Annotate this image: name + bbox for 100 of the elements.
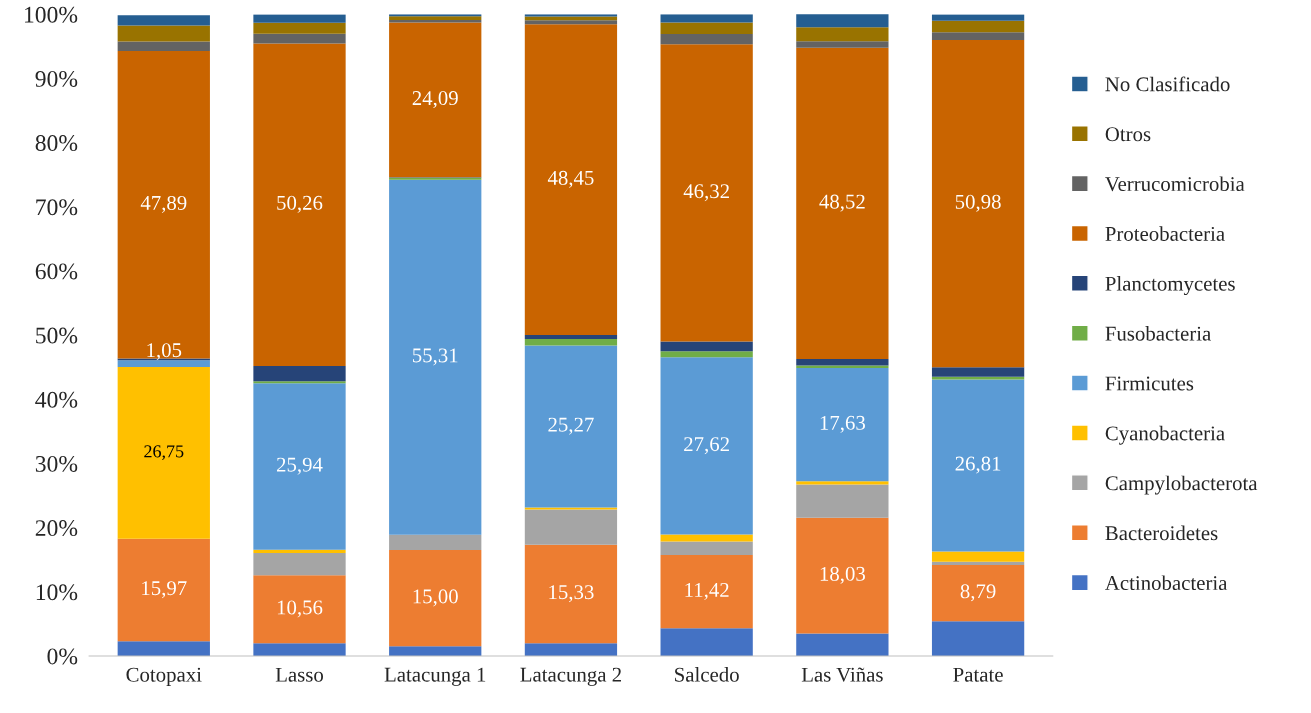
- bar: [796, 481, 889, 485]
- bar: [524, 24, 618, 336]
- bar: [796, 359, 889, 366]
- bar: [253, 643, 346, 656]
- data-label: 11,42: [685, 582, 729, 600]
- bar: [524, 345, 618, 508]
- legend-label: Otros: [1105, 127, 1151, 142]
- bar: [660, 34, 753, 45]
- legend-label: Proteobacteria: [1105, 226, 1225, 241]
- bar: [253, 383, 346, 550]
- bar: [389, 20, 482, 23]
- bar: [253, 365, 346, 382]
- bar: [931, 621, 1025, 656]
- y-tick-label: 10%: [36, 584, 78, 601]
- bar: [524, 338, 618, 346]
- bar: [253, 552, 346, 576]
- x-tick-label: Patate: [953, 667, 1003, 682]
- bar: [796, 368, 889, 482]
- data-label: 48,45: [547, 170, 594, 188]
- data-label: 46,32: [683, 184, 729, 202]
- bar: [117, 367, 210, 539]
- legend-label: Fusobacteria: [1105, 326, 1211, 341]
- bar: [253, 43, 346, 366]
- bar: [796, 14, 889, 28]
- data-label: 25,27: [548, 417, 594, 435]
- legend-label: No Clasificado: [1105, 76, 1230, 92]
- y-tick-label: 50%: [36, 327, 78, 344]
- bar: [931, 564, 1025, 622]
- data-label: 47,89: [140, 195, 187, 213]
- bar: [660, 351, 753, 358]
- x-tick-label: Cotopaxi: [126, 667, 202, 686]
- bar: [117, 41, 210, 52]
- bar: [117, 538, 210, 642]
- bar: [796, 47, 889, 360]
- bar: [253, 549, 346, 553]
- bar: [660, 357, 753, 535]
- data-label: 25,94: [276, 457, 323, 475]
- bar: [117, 25, 210, 42]
- bar: [524, 20, 618, 25]
- bar: [253, 33, 346, 44]
- bar: [660, 341, 753, 352]
- x-tick-label: Lasso: [275, 667, 324, 682]
- bar: [660, 44, 753, 342]
- y-tick-label: 90%: [35, 70, 78, 87]
- legend-label: Bacteroidetes: [1105, 525, 1218, 541]
- bar: [117, 15, 210, 26]
- bar: [117, 51, 210, 359]
- bar: [660, 22, 753, 35]
- data-label: 24,09: [412, 91, 458, 109]
- data-label: 17,63: [820, 415, 865, 433]
- bar: [253, 575, 346, 644]
- x-tick-label: Las Viñas: [801, 667, 883, 682]
- bar: [931, 32, 1025, 41]
- bar: [660, 555, 753, 629]
- bar: [931, 367, 1025, 377]
- data-label: 55,31: [413, 348, 458, 366]
- data-label: 18,03: [820, 566, 865, 584]
- data-label: 8,79: [960, 584, 996, 602]
- legend-label: Verrucomicrobia: [1105, 176, 1245, 192]
- bar: [389, 179, 482, 535]
- y-tick-label: 70%: [36, 199, 78, 216]
- x-tick-label: Latacunga 2: [520, 667, 621, 686]
- legend-label: Planctomycetes: [1105, 276, 1235, 296]
- legend-label: Campylobacterota: [1105, 475, 1258, 495]
- bar: [796, 41, 889, 48]
- bar: [931, 561, 1025, 565]
- data-label: 50,26: [277, 195, 323, 213]
- bar: [660, 14, 753, 23]
- bar: [660, 534, 753, 542]
- bar: [253, 22, 346, 34]
- bar: [253, 14, 346, 23]
- x-tick-label: Latacunga 1: [384, 667, 486, 686]
- bar: [931, 379, 1025, 552]
- y-tick-label: 100%: [25, 6, 78, 23]
- legend-label: Actinobacteria: [1105, 575, 1228, 591]
- bar: [931, 14, 1025, 21]
- y-tick-label: 20%: [35, 520, 78, 537]
- bar: [117, 360, 210, 368]
- data-label: 1,05: [147, 343, 182, 361]
- data-label: 48,52: [819, 194, 865, 212]
- data-label: 50,98: [955, 194, 1001, 212]
- bar: [389, 534, 482, 551]
- y-tick-label: 0%: [47, 648, 78, 665]
- legend-label: Cyanobacteria: [1105, 425, 1225, 445]
- data-label: 10,56: [277, 600, 323, 618]
- bar: [931, 551, 1025, 562]
- bar: [796, 27, 889, 42]
- bar: [931, 40, 1025, 368]
- bar: [389, 22, 482, 178]
- y-tick-label: 40%: [35, 391, 78, 408]
- data-label: 15,97: [142, 581, 187, 599]
- data-label: 15,00: [413, 589, 458, 607]
- y-tick-label: 30%: [35, 455, 78, 472]
- y-tick-label: 80%: [35, 135, 78, 152]
- bar: [389, 646, 482, 656]
- bar: [524, 335, 618, 339]
- bar: [660, 541, 753, 556]
- y-tick-label: 60%: [35, 263, 78, 280]
- bar: [660, 628, 753, 656]
- bar: [524, 643, 618, 656]
